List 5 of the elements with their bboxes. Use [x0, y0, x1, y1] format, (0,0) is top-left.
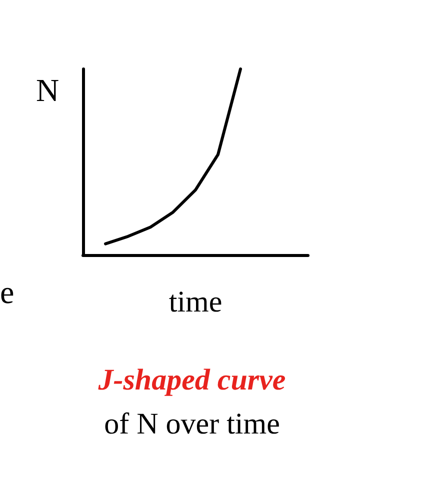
text: of N over time	[104, 408, 280, 440]
y-axis-title: N	[36, 72, 60, 108]
text: e	[0, 274, 14, 310]
text: J-shaped curve	[97, 364, 286, 396]
x-axis-title: time	[168, 286, 222, 318]
